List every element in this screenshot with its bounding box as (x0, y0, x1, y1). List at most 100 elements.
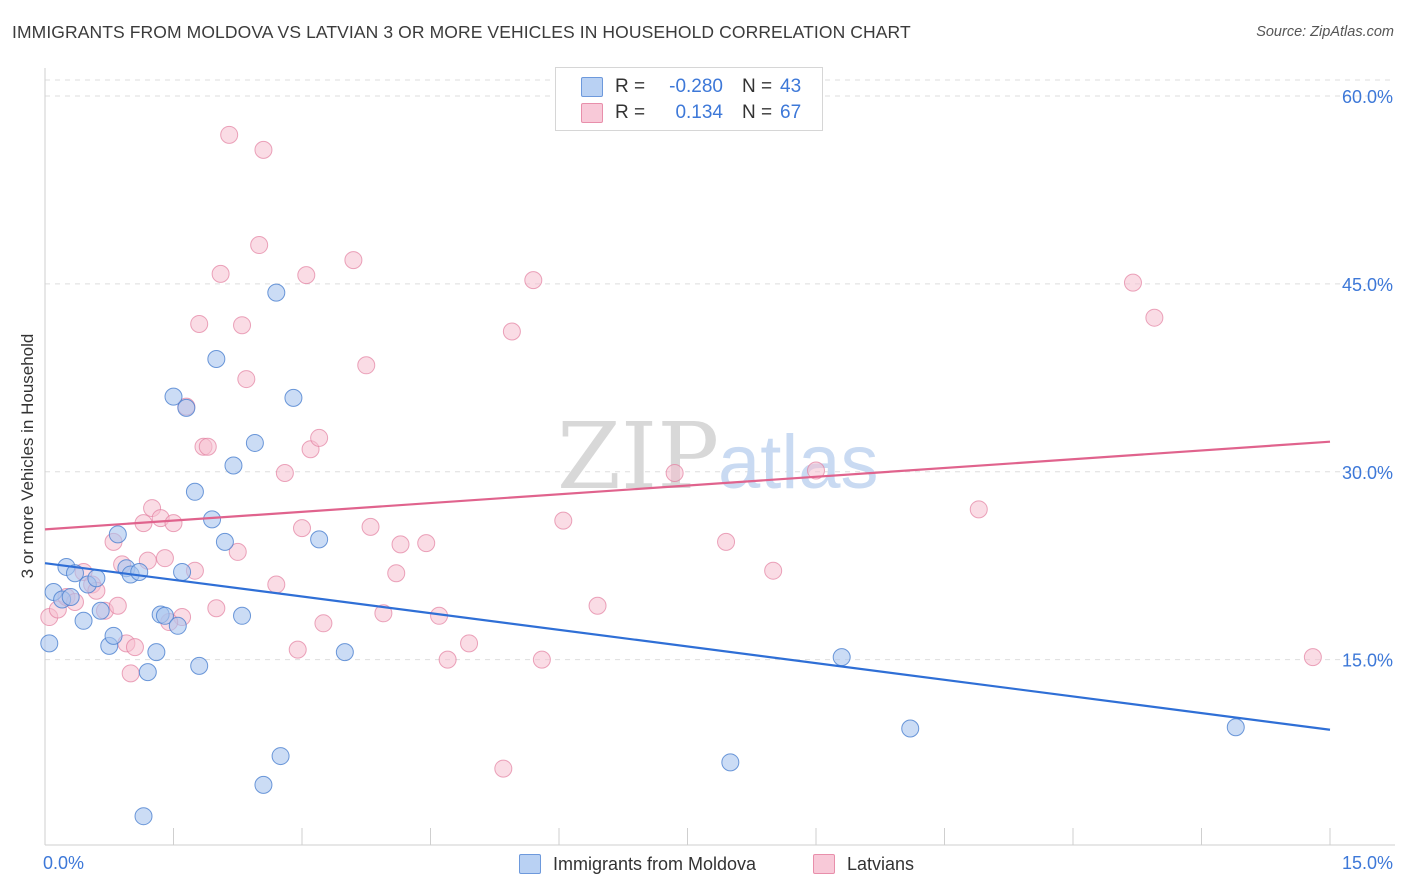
latvian-point (717, 532, 736, 551)
moldova-point (207, 350, 226, 369)
r-label: R = (615, 102, 646, 123)
n-label: N = (742, 76, 773, 97)
moldova-point (267, 283, 286, 302)
stats-legend: R = -0.280 N = 43 R = 0.134 N = 67 (555, 67, 823, 131)
latvian-point (250, 236, 269, 255)
moldova-point (284, 388, 303, 407)
latvian-point (125, 638, 144, 657)
latvian-point (1145, 308, 1164, 327)
moldova-point (61, 588, 80, 606)
moldova-points (40, 283, 1245, 826)
moldova-point (130, 562, 149, 581)
moldova-legend-swatch (519, 854, 541, 874)
latvian-swatch (581, 103, 603, 123)
moldova-point (721, 753, 740, 772)
latvian-point (121, 664, 140, 683)
moldova-point (832, 648, 851, 667)
latvian-point (297, 266, 316, 285)
latvian-point (438, 650, 457, 669)
latvian-point (164, 514, 183, 533)
moldova-point (233, 606, 252, 625)
y-tick-label: 15.0% (1342, 651, 1393, 671)
moldova-point (168, 616, 187, 635)
moldova-point (1226, 718, 1245, 737)
x-tick-label-max: 15.0% (1342, 853, 1393, 873)
moldova-point (271, 747, 290, 766)
moldova-point (155, 606, 174, 625)
latvian-point (288, 640, 307, 659)
latvian-point (190, 314, 209, 333)
legend-label-latvians: Latvians (847, 853, 915, 874)
moldova-point (40, 634, 59, 653)
latvian-trend-line (44, 440, 1331, 531)
moldova-point (185, 482, 204, 501)
moldova-point (104, 626, 123, 645)
y-tick-label: 45.0% (1342, 275, 1393, 295)
latvian-point (665, 464, 684, 483)
latvian-point (237, 370, 256, 389)
r-value: 0.134 (675, 102, 723, 123)
watermark: ZIP atlas (557, 403, 879, 510)
latvian-point (293, 519, 311, 538)
latvian-point (502, 322, 521, 341)
latvian-point (532, 650, 551, 669)
moldova-point (901, 719, 920, 738)
latvian-points (40, 125, 1322, 778)
y-tick-label: 30.0% (1342, 463, 1393, 483)
grid-lines (45, 79, 1395, 661)
n-value: 43 (780, 76, 802, 97)
latvian-legend-swatch (813, 854, 835, 874)
moldova-point (134, 807, 153, 826)
moldova-point (147, 643, 166, 662)
latvian-point (198, 437, 217, 456)
x-tick-label-min: 0.0% (43, 853, 84, 873)
r-label: R = (615, 76, 646, 97)
latvian-point (1123, 273, 1142, 292)
chart-title: IMMIGRANTS FROM MOLDOVA VS LATVIAN 3 OR … (12, 22, 911, 42)
latvian-point (211, 264, 230, 283)
moldova-point (91, 601, 110, 620)
y-tick-label: 60.0% (1342, 87, 1393, 107)
moldova-point (215, 532, 234, 551)
moldova-point (108, 525, 127, 544)
latvian-point (344, 251, 363, 270)
moldova-point (173, 562, 192, 581)
moldova-swatch (581, 77, 603, 97)
latvian-point (969, 500, 988, 519)
moldova-trend-line (44, 562, 1331, 731)
moldova-point (254, 775, 273, 794)
n-value: 67 (780, 102, 802, 123)
legend-row-moldova: R = -0.280 N = 43 (581, 75, 801, 99)
trend-lines (44, 440, 1331, 731)
latvian-point (494, 759, 513, 778)
legend-item-latvians[interactable]: Latvians (813, 852, 914, 876)
legend-row-latvian: R = 0.134 N = 67 (581, 101, 801, 125)
latvian-point (310, 428, 329, 447)
source-credit: Source: ZipAtlas.com (1256, 24, 1394, 40)
y-axis-label: 3 or more Vehicles in Household (18, 333, 37, 579)
axes (44, 68, 1395, 846)
latvian-point (460, 634, 479, 653)
latvian-point (314, 614, 333, 633)
latvian-point (220, 125, 239, 144)
latvian-point (554, 511, 573, 530)
moldova-point (190, 656, 209, 675)
watermark-zip: ZIP (557, 403, 719, 510)
moldova-point (335, 643, 354, 662)
latvian-point (387, 564, 406, 583)
latvian-point (588, 596, 607, 615)
legend-label-moldova: Immigrants from Moldova (553, 853, 757, 874)
moldova-point (138, 663, 157, 682)
tick-labels: 15.0% 30.0% 45.0% 60.0% 0.0% 15.0% (43, 87, 1393, 873)
moldova-point (310, 530, 329, 549)
moldova-point (224, 456, 243, 475)
moldova-point (177, 398, 196, 417)
watermark-atlas: atlas (718, 420, 879, 505)
moldova-point (87, 569, 106, 588)
latvian-point (267, 575, 286, 594)
legend-item-moldova[interactable]: Immigrants from Moldova (519, 852, 756, 876)
latvian-point (254, 140, 273, 159)
latvian-point (417, 534, 436, 553)
latvian-point (391, 535, 410, 554)
